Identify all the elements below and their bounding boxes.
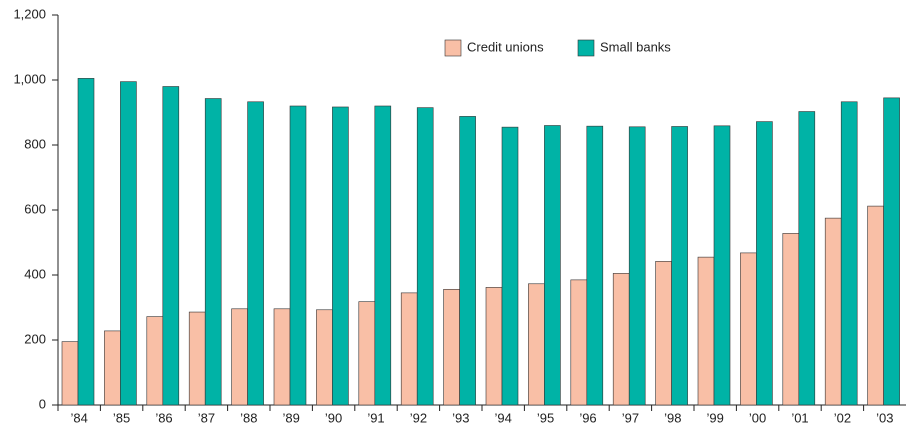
bar bbox=[713, 125, 731, 406]
bar bbox=[61, 341, 79, 406]
x-tick-label: ’85 bbox=[113, 410, 130, 425]
bar bbox=[247, 101, 264, 406]
y-tick-label: 400 bbox=[24, 266, 46, 281]
y-tick-label: 200 bbox=[24, 331, 46, 346]
x-tick-label: ’98 bbox=[664, 410, 681, 425]
bar bbox=[501, 126, 519, 406]
bar bbox=[273, 308, 291, 406]
bar bbox=[146, 316, 164, 406]
legend-swatch bbox=[444, 39, 462, 57]
x-tick-label: ’87 bbox=[198, 410, 215, 425]
bar bbox=[798, 111, 816, 406]
bar bbox=[671, 126, 688, 406]
x-tick-label: ’00 bbox=[749, 410, 766, 425]
x-tick-label: ’94 bbox=[495, 410, 512, 425]
bar bbox=[358, 301, 376, 406]
x-tick-label: ’97 bbox=[622, 410, 639, 425]
bar bbox=[204, 98, 222, 406]
bar bbox=[628, 126, 646, 406]
x-tick-label: ’01 bbox=[791, 410, 808, 425]
bar bbox=[400, 292, 418, 406]
bar bbox=[697, 256, 715, 406]
legend-label: Small banks bbox=[600, 39, 671, 54]
bar bbox=[883, 97, 900, 406]
bar bbox=[528, 283, 545, 406]
x-tick-label: ’86 bbox=[155, 410, 172, 425]
bar bbox=[188, 311, 206, 406]
bar bbox=[740, 252, 757, 406]
x-tick-label: ’90 bbox=[325, 410, 342, 425]
bar bbox=[77, 78, 95, 406]
bar bbox=[612, 273, 630, 406]
bar bbox=[120, 81, 137, 406]
bar bbox=[374, 105, 392, 406]
bar bbox=[544, 125, 561, 406]
bar bbox=[316, 309, 333, 406]
bar bbox=[104, 330, 121, 406]
bar bbox=[655, 261, 672, 406]
x-tick-label: ’91 bbox=[367, 410, 384, 425]
legend-swatch bbox=[577, 39, 595, 57]
bar bbox=[840, 101, 858, 406]
bar bbox=[162, 86, 180, 406]
x-tick-label: ’96 bbox=[579, 410, 596, 425]
bar bbox=[586, 125, 604, 406]
bar bbox=[289, 105, 307, 406]
bar bbox=[867, 205, 884, 406]
bar bbox=[824, 217, 842, 406]
x-tick-label: ’99 bbox=[707, 410, 724, 425]
y-tick-label: 1,200 bbox=[13, 6, 46, 21]
y-tick-label: 600 bbox=[24, 201, 46, 216]
y-tick-label: 1,000 bbox=[13, 71, 46, 86]
x-tick-label: ’84 bbox=[71, 410, 88, 425]
x-tick-label: ’89 bbox=[283, 410, 300, 425]
bar bbox=[416, 107, 434, 406]
bar bbox=[231, 308, 248, 406]
bar bbox=[782, 233, 800, 406]
bar bbox=[332, 106, 349, 406]
bar bbox=[485, 287, 503, 406]
y-tick-label: 800 bbox=[24, 136, 46, 151]
bar bbox=[443, 288, 460, 406]
x-tick-label: ’95 bbox=[537, 410, 554, 425]
x-tick-label: ’92 bbox=[410, 410, 427, 425]
x-tick-label: ’93 bbox=[452, 410, 469, 425]
x-tick-label: ’88 bbox=[240, 410, 257, 425]
legend-label: Credit unions bbox=[467, 39, 544, 54]
bar bbox=[459, 116, 476, 406]
y-tick-label: 0 bbox=[39, 396, 46, 411]
x-tick-label: ’03 bbox=[876, 410, 893, 425]
x-tick-label: ’02 bbox=[834, 410, 851, 425]
bar bbox=[570, 279, 588, 406]
bar bbox=[756, 121, 773, 406]
